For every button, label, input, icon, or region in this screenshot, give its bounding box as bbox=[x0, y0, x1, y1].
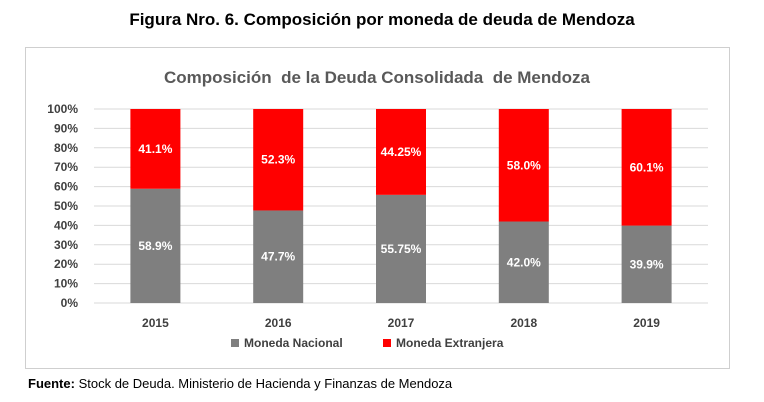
y-tick-label: 70% bbox=[54, 160, 78, 174]
x-tick-label: 2018 bbox=[510, 316, 537, 330]
source-footer: Fuente: Stock de Deuda. Ministerio de Ha… bbox=[28, 376, 452, 391]
y-tick-label: 30% bbox=[54, 238, 78, 252]
data-label: 47.7% bbox=[261, 250, 295, 264]
bar-segment-extranjera bbox=[130, 109, 181, 189]
bar-segment-nacional bbox=[130, 188, 181, 303]
legend-label: Moneda Extranjera bbox=[396, 336, 504, 350]
source-label: Fuente: bbox=[28, 376, 75, 391]
y-tick-label: 60% bbox=[54, 180, 78, 194]
x-tick-label: 2015 bbox=[142, 316, 169, 330]
y-tick-label: 90% bbox=[54, 121, 78, 135]
legend-label: Moneda Nacional bbox=[244, 336, 343, 350]
data-label: 41.1% bbox=[138, 142, 172, 156]
y-tick-label: 50% bbox=[54, 199, 78, 213]
x-tick-label: 2016 bbox=[265, 316, 292, 330]
bar-segment-nacional bbox=[376, 194, 426, 303]
y-axis-ticks: 0% 10% 20% 30% 40% 50% 60% 70% 80% 90% 100% bbox=[47, 102, 78, 310]
y-tick-label: 0% bbox=[61, 296, 79, 310]
bar-segment-nacional bbox=[498, 221, 549, 303]
bar-segment-extranjera bbox=[253, 109, 304, 211]
data-label: 52.3% bbox=[261, 153, 295, 167]
bar-segment-nacional bbox=[621, 225, 672, 303]
legend-swatch bbox=[231, 339, 239, 347]
y-tick-label: 10% bbox=[54, 277, 78, 291]
data-label: 55.75% bbox=[381, 242, 422, 256]
data-label: 58.9% bbox=[138, 239, 172, 253]
legend: Moneda Nacional Moneda Extranjera bbox=[231, 336, 504, 350]
chart-container: Composición de la Deuda Consolidada de M… bbox=[25, 47, 730, 369]
stacked-bar-chart: Composición de la Deuda Consolidada de M… bbox=[47, 68, 708, 350]
y-tick-label: 80% bbox=[54, 141, 78, 155]
data-label: 58.0% bbox=[507, 158, 541, 172]
bar-segment-nacional bbox=[253, 210, 304, 303]
source-text: Stock de Deuda. Ministerio de Hacienda y… bbox=[74, 376, 453, 391]
data-label: 44.25% bbox=[381, 145, 422, 159]
bar-segment-extranjera bbox=[376, 109, 426, 195]
bars-group: 58.9% 41.1% 47.7% 52.3% 55.75% 44.25% 42.0% 58.… bbox=[130, 109, 672, 303]
data-label: 60.1% bbox=[630, 160, 664, 174]
x-tick-label: 2019 bbox=[633, 316, 660, 330]
data-label: 42.0% bbox=[507, 255, 541, 269]
y-tick-label: 40% bbox=[54, 218, 78, 232]
legend-swatch bbox=[383, 339, 391, 347]
data-label: 39.9% bbox=[630, 257, 664, 271]
y-tick-label: 20% bbox=[54, 257, 78, 271]
bar-segment-extranjera bbox=[621, 109, 672, 226]
x-tick-label: 2017 bbox=[388, 316, 415, 330]
figure-title: Figura Nro. 6. Composición por moneda de… bbox=[129, 10, 635, 29]
x-axis-ticks: 2015 2016 2017 2018 2019 bbox=[142, 316, 660, 330]
bar-segment-extranjera bbox=[498, 109, 549, 222]
chart-title: Composición de la Deuda Consolidada de M… bbox=[164, 68, 591, 87]
y-tick-label: 100% bbox=[47, 102, 78, 116]
